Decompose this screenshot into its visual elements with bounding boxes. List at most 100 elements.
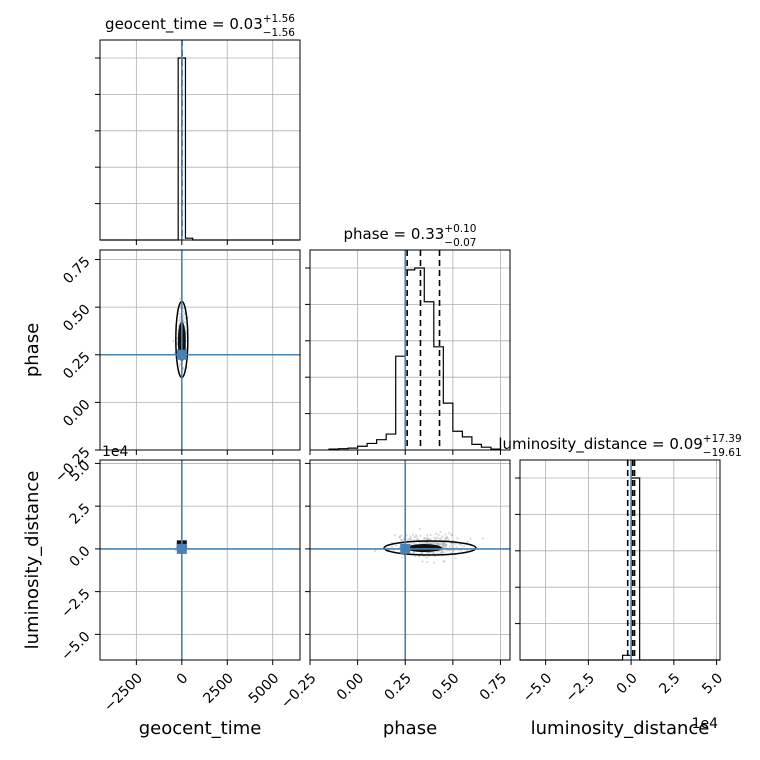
sample-point — [454, 556, 457, 560]
title-plus: +1.56 — [263, 13, 295, 25]
sample-point — [182, 314, 185, 317]
panel-frame — [309, 459, 511, 661]
sample-point — [402, 538, 405, 541]
ytick-label-luminosity_distance: −5.0 — [58, 629, 93, 664]
sample-point — [432, 551, 436, 555]
sample-point — [413, 536, 416, 539]
sample-point — [426, 542, 429, 545]
title-minus: −19.61 — [703, 447, 742, 459]
sample-point — [444, 543, 447, 546]
sample-point — [448, 532, 451, 535]
panel-frame — [99, 249, 301, 451]
sample-point — [436, 542, 439, 545]
sample-point — [438, 537, 441, 540]
sample-point — [418, 541, 422, 544]
panel-phase-vs-luminosity_distance — [305, 459, 511, 665]
title-prefix: phase = — [344, 225, 411, 243]
title-plus: +0.10 — [444, 223, 476, 235]
panel-frame — [309, 249, 511, 451]
sample-point — [442, 544, 445, 547]
sample-point — [425, 534, 429, 537]
truth-point — [400, 543, 411, 554]
sample-point — [443, 542, 446, 545]
sample-point — [444, 544, 447, 548]
sample-point — [441, 543, 445, 546]
sample-point — [427, 542, 430, 545]
sample-point — [412, 551, 415, 555]
title-plus: +17.39 — [703, 433, 742, 445]
sample-point — [440, 537, 443, 540]
sample-point — [412, 542, 415, 545]
sample-point — [445, 543, 448, 547]
sample-point — [442, 544, 445, 547]
sample-point — [393, 534, 396, 537]
sample-point — [434, 538, 437, 541]
sample-point — [426, 538, 429, 541]
sample-point — [436, 550, 439, 553]
sample-point — [177, 364, 181, 367]
title-phase: phase = 0.33+0.10 — [344, 223, 477, 243]
xtick-label-phase: 0.25 — [381, 670, 414, 703]
sample-point — [445, 549, 448, 552]
sample-point — [420, 552, 423, 555]
sample-point — [182, 306, 185, 310]
sample-point — [462, 544, 466, 548]
diag-panel-luminosity_distance: luminosity_distance = 0.09+17.39 −19.61 — [498, 433, 742, 665]
sample-point — [441, 535, 444, 538]
sample-point — [172, 340, 175, 343]
sample-point — [395, 544, 398, 547]
sample-point — [444, 538, 447, 542]
sample-point — [451, 544, 454, 547]
sample-point — [451, 546, 455, 549]
panel-geocent_time-vs-phase — [95, 249, 301, 455]
sample-point — [451, 533, 454, 536]
sample-point — [429, 533, 432, 537]
sample-point — [178, 298, 182, 301]
sample-point — [441, 545, 444, 549]
sample-point — [440, 543, 443, 546]
sample-point — [178, 319, 181, 322]
sample-point — [418, 527, 422, 531]
panel-content — [100, 460, 300, 660]
sample-point — [409, 538, 412, 542]
sample-point — [423, 537, 426, 540]
sample-point — [459, 544, 462, 547]
sample-point — [398, 536, 401, 539]
sample-point — [400, 538, 403, 542]
sample-point — [425, 541, 428, 544]
xtick-label-luminosity_distance: 2.5 — [656, 670, 683, 697]
sample-point — [426, 541, 429, 544]
sample-point — [390, 545, 394, 549]
sample-point — [442, 542, 445, 545]
sample-point — [419, 534, 422, 537]
title-median: 0.09 — [669, 435, 702, 453]
sample-point — [411, 533, 415, 536]
sample-point — [416, 537, 420, 540]
xtick-label-luminosity_distance: −5.0 — [520, 670, 555, 705]
title-median: 0.03 — [229, 15, 262, 33]
sample-point — [443, 542, 447, 546]
sample-point — [455, 546, 458, 549]
sample-point — [442, 542, 445, 545]
sample-point — [416, 538, 419, 541]
sample-point — [450, 533, 453, 537]
ytick-label-phase: 0.50 — [60, 301, 93, 334]
title-prefix: luminosity_distance = — [498, 435, 669, 454]
sample-point — [459, 549, 463, 552]
xlabel-phase: phase — [383, 718, 437, 739]
sample-point — [445, 535, 448, 539]
ytick-label-phase: 0.00 — [60, 397, 93, 430]
sample-point — [441, 551, 444, 554]
sample-point — [401, 556, 404, 559]
sample-point — [443, 545, 446, 548]
sample-point — [418, 555, 421, 558]
sample-point — [441, 544, 444, 547]
sample-point — [435, 543, 438, 546]
xtick-label-luminosity_distance: −2.5 — [563, 670, 598, 705]
sample-point — [450, 542, 453, 545]
histogram-luminosity_distance — [520, 477, 720, 661]
sample-point — [426, 552, 430, 555]
ytick-label-luminosity_distance: −2.5 — [58, 586, 93, 621]
sample-point — [421, 551, 424, 554]
